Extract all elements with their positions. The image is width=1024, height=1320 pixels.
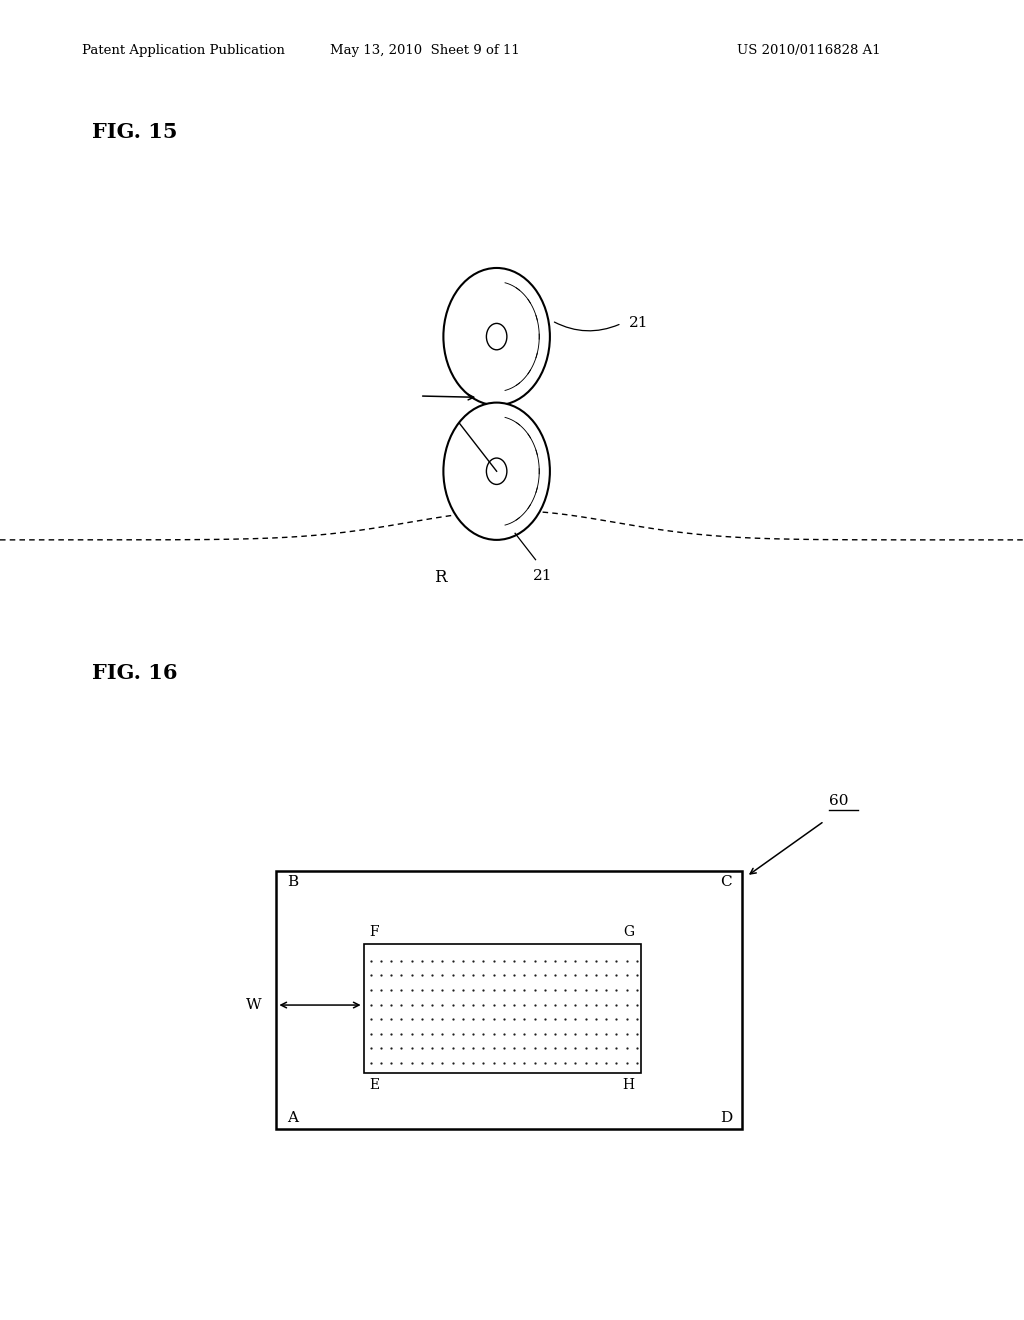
Text: 60: 60 xyxy=(829,793,849,808)
Text: H: H xyxy=(623,1078,635,1093)
Text: 21: 21 xyxy=(629,317,648,330)
Text: G: G xyxy=(624,925,635,940)
Text: C: C xyxy=(721,875,732,890)
Text: 21: 21 xyxy=(532,569,553,583)
Text: B: B xyxy=(287,875,298,890)
Bar xyxy=(276,871,742,1129)
Text: US 2010/0116828 A1: US 2010/0116828 A1 xyxy=(737,44,881,57)
Text: D: D xyxy=(720,1110,732,1125)
Text: E: E xyxy=(370,1078,380,1093)
Circle shape xyxy=(443,403,550,540)
Circle shape xyxy=(443,268,550,405)
Text: W: W xyxy=(246,998,261,1012)
Bar xyxy=(364,945,641,1073)
Text: F: F xyxy=(370,925,379,940)
Text: FIG. 16: FIG. 16 xyxy=(92,663,177,684)
Bar xyxy=(364,945,641,1073)
Text: Patent Application Publication: Patent Application Publication xyxy=(82,44,285,57)
Text: A: A xyxy=(287,1110,298,1125)
Text: R: R xyxy=(434,569,446,586)
Text: May 13, 2010  Sheet 9 of 11: May 13, 2010 Sheet 9 of 11 xyxy=(330,44,520,57)
Text: FIG. 15: FIG. 15 xyxy=(92,121,177,143)
